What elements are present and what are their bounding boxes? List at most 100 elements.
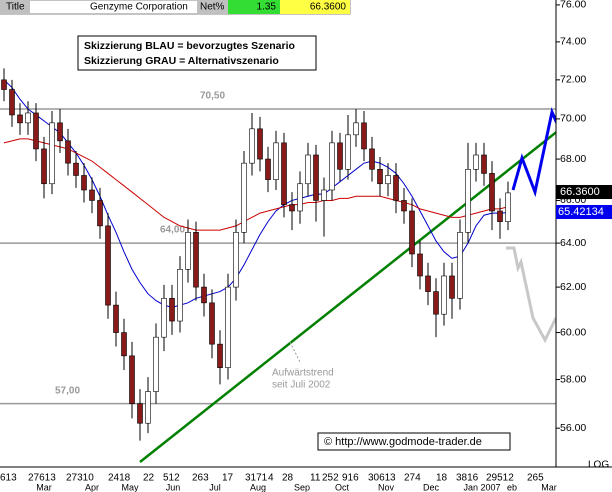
ma-box — [556, 205, 612, 219]
candle-body — [49, 122, 55, 185]
x-month-label: Apr — [85, 482, 99, 492]
log-label: LOG — [588, 460, 609, 471]
y-tick-label: 60.00 — [560, 326, 586, 338]
x-month-label: Jun — [166, 482, 181, 492]
candle-body — [393, 175, 399, 201]
level-label: 70,50 — [200, 91, 225, 102]
candle-body — [153, 336, 159, 392]
candle-body — [225, 286, 231, 368]
trend-label: Aufwärtstrend — [272, 368, 334, 379]
last-price-box — [280, 0, 350, 14]
candle-body — [217, 343, 223, 368]
candle-body — [9, 89, 15, 116]
candle-body — [73, 162, 79, 176]
candle-body — [17, 114, 23, 124]
y-tick-label: 58.00 — [560, 373, 586, 385]
candle-body — [145, 391, 151, 424]
close-box — [556, 185, 612, 199]
candle-body — [57, 122, 63, 142]
candle-body — [185, 232, 191, 270]
candle-body — [313, 154, 319, 201]
y-tick-label: 68.00 — [560, 153, 586, 165]
net-change: 1.35 — [257, 2, 277, 13]
x-month-label: May — [121, 482, 139, 492]
net-change-box — [228, 0, 280, 14]
candle-body — [257, 128, 263, 160]
candle-body — [65, 140, 71, 164]
candle-body — [505, 192, 511, 222]
x-day-label: 27613 — [28, 473, 56, 484]
candle-body — [305, 154, 311, 185]
candle-body — [113, 304, 119, 333]
net-label: Net% — [200, 2, 225, 13]
y-tick-label: 64.00 — [560, 237, 586, 249]
candle-body — [417, 253, 423, 277]
candle-body — [273, 142, 279, 180]
x-month-label: Jul — [209, 482, 221, 492]
candle-body — [489, 173, 495, 212]
candle-body — [473, 154, 479, 170]
x-month-label: eb — [507, 482, 517, 492]
candle-body — [105, 225, 111, 306]
x-day-label: 512 — [163, 473, 180, 484]
x-day-label: 3061 — [368, 473, 391, 484]
candle-body — [337, 142, 343, 170]
moving-average — [3, 79, 509, 308]
chart-title: Genzyme Corporation — [90, 2, 188, 13]
candle-body — [281, 142, 287, 205]
x-day-label: 274 — [404, 473, 421, 484]
candle-body — [233, 232, 239, 288]
candle-body — [353, 122, 359, 136]
x-month-label: Aug — [250, 482, 266, 492]
candle-body — [481, 154, 487, 174]
x-month-label: Sep — [294, 482, 310, 492]
x-day-label: 263 — [192, 473, 209, 484]
source: © http://www.godmode-trader.de — [324, 436, 482, 448]
x-day-label: 2418 — [108, 473, 131, 484]
candle-body — [345, 134, 351, 170]
last-price: 66.3600 — [310, 2, 347, 13]
x-day-label: 3171 — [245, 473, 268, 484]
x-day-label: 3816 — [456, 473, 479, 484]
candle-body — [265, 158, 271, 180]
x-day-label: 17 — [222, 473, 234, 484]
x-day-label: 613 — [0, 473, 17, 484]
x-day-label: 22 — [143, 473, 155, 484]
candle-body — [425, 275, 431, 292]
candle-body — [457, 232, 463, 299]
candle-body — [25, 112, 31, 124]
level-label: 64,00 — [160, 225, 185, 236]
close-label: 66.3600 — [560, 186, 600, 198]
candle-body — [361, 122, 367, 150]
x-day-label: 252 — [322, 473, 339, 484]
moving-average — [3, 138, 509, 231]
candle-body — [449, 275, 455, 299]
y-tick-label: 62.00 — [560, 281, 586, 293]
candle-body — [369, 148, 375, 170]
net-label-box — [197, 0, 228, 14]
blue-scenario — [511, 107, 564, 198]
y-tick-label: 70.00 — [560, 113, 586, 125]
x-month-label: Mar — [541, 482, 557, 492]
x-day-label: 11 — [310, 473, 321, 484]
annotation-line: Skizzierung BLAU = bevorzugtes Szenario — [84, 40, 295, 52]
trendline — [139, 87, 612, 463]
annotation-box — [77, 35, 317, 71]
level-label: 57,00 — [55, 385, 80, 396]
candle-body — [433, 291, 439, 315]
annotation-line: Skizzierung GRAU = Alternativszenario — [84, 55, 279, 67]
candle-body — [177, 269, 183, 322]
x-month-label: Mar — [36, 482, 52, 492]
x-day-label: 916 — [342, 473, 359, 484]
title-tab: Title — [6, 2, 25, 13]
candle-body — [209, 302, 215, 345]
candle-body — [193, 232, 199, 288]
grey-scenario — [506, 246, 558, 344]
candle-body — [321, 189, 327, 201]
candle-body — [249, 128, 255, 164]
candle-body — [385, 175, 391, 185]
candle-body — [241, 162, 247, 233]
candle-body — [377, 169, 383, 185]
